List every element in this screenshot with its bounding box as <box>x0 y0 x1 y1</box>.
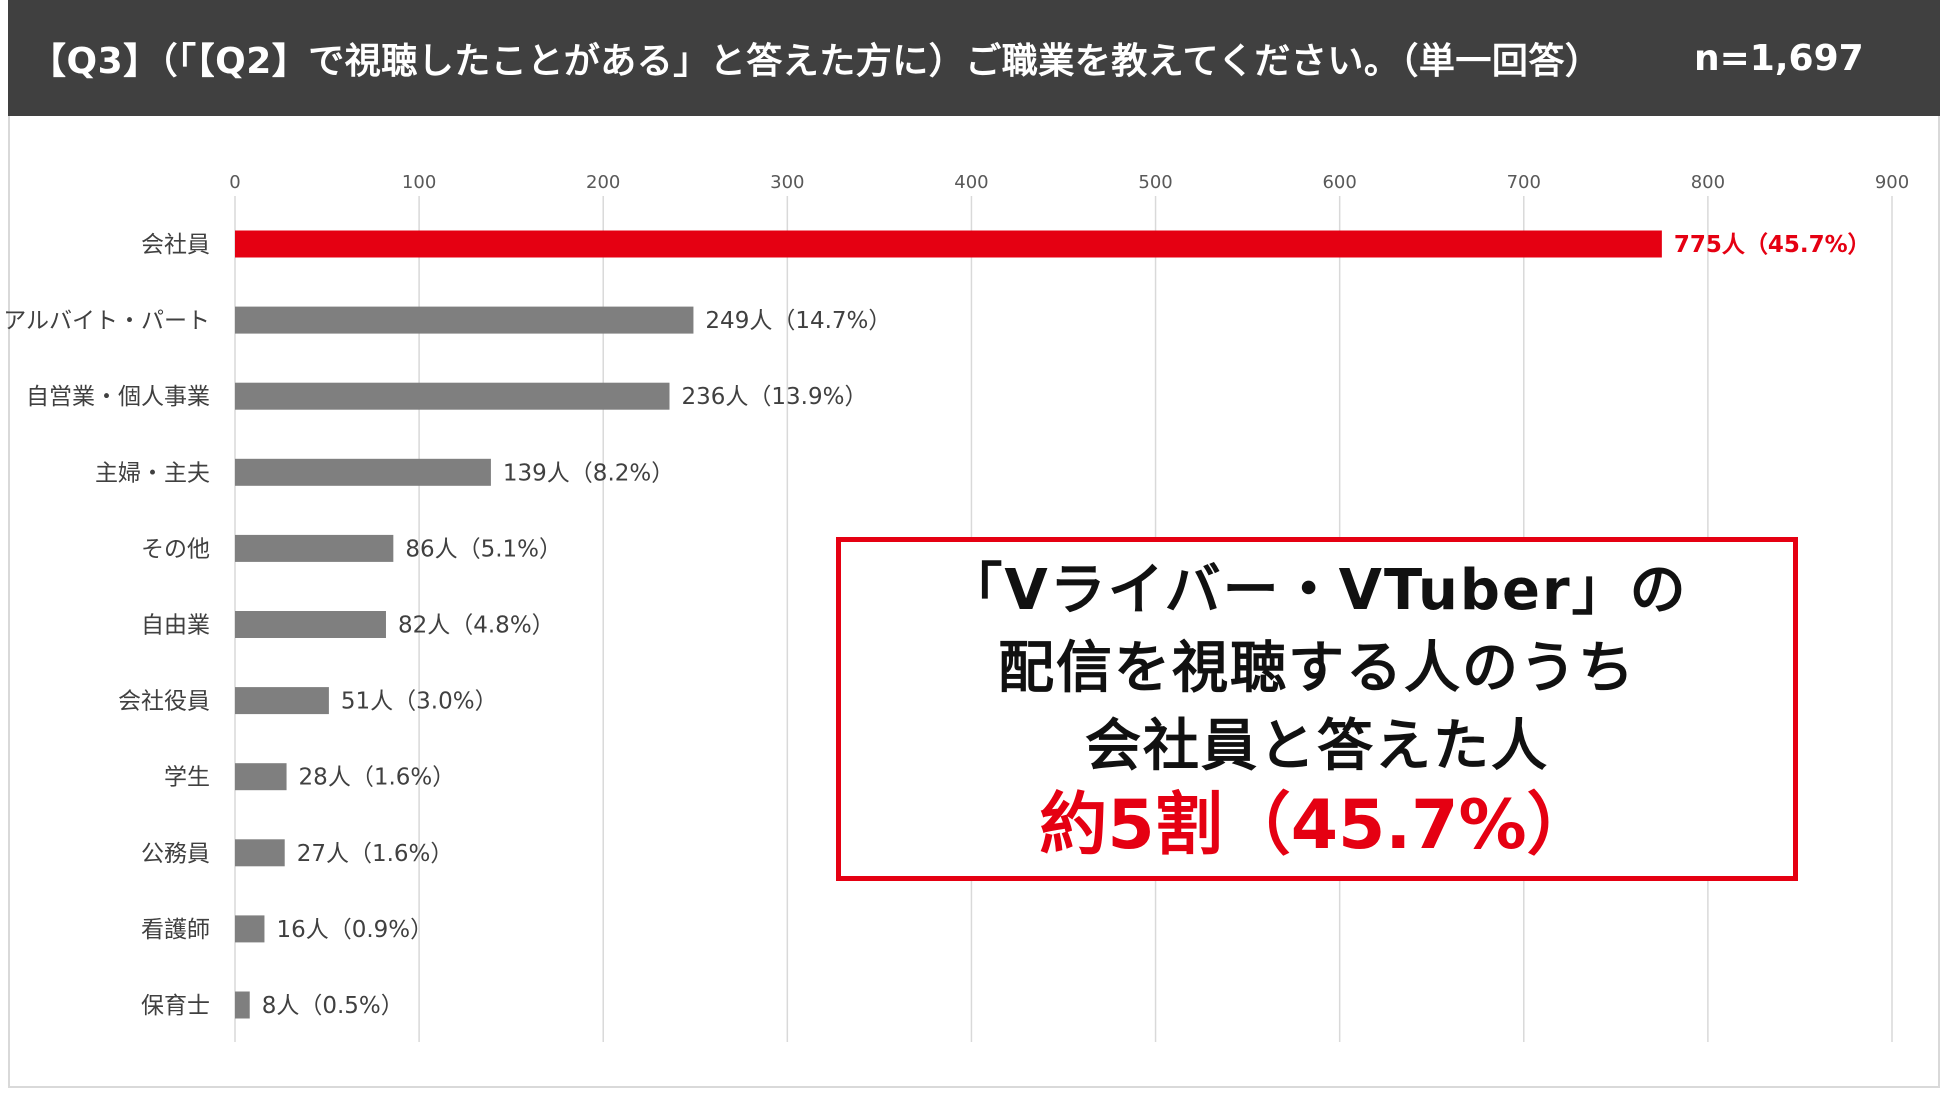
bar <box>235 230 1662 258</box>
data-label: 51人（3.0%） <box>341 689 498 715</box>
data-label: 8人（0.5%） <box>262 993 404 1019</box>
x-tick-label: 500 <box>1138 172 1172 193</box>
callout-highlight: 約5割（45.7%） <box>1039 786 1595 865</box>
data-label: 139人（8.2%） <box>503 460 674 486</box>
bar <box>235 306 694 334</box>
category-label: 会社役員 <box>118 689 210 715</box>
chart-header: 【Q3】（「【Q2】で視聴したことがある」と答えた方に）ご職業を教えてください。… <box>8 0 1940 116</box>
callout-line-3: 会社員と答えた人 <box>1085 714 1549 779</box>
sample-size: n=1,697 <box>1694 37 1864 79</box>
bar <box>235 839 285 867</box>
bar <box>235 458 491 486</box>
bar <box>235 382 670 410</box>
x-tick-label: 300 <box>770 172 804 193</box>
category-label: その他 <box>141 536 210 562</box>
category-label: 自由業 <box>141 613 210 639</box>
x-tick-label: 900 <box>1875 172 1909 193</box>
bar <box>235 915 265 943</box>
data-label: 27人（1.6%） <box>297 841 454 867</box>
callout-line-1: 「Vライバー・VTuber」の <box>946 558 1688 623</box>
x-tick-label: 800 <box>1691 172 1725 193</box>
bar <box>235 687 329 715</box>
question-title: 【Q3】（「【Q2】で視聴したことがある」と答えた方に）ご職業を教えてください。… <box>30 41 1602 82</box>
category-label: 看護師 <box>141 917 210 943</box>
bar <box>235 763 287 791</box>
data-label: 775人（45.7%） <box>1674 231 1871 258</box>
category-label: 保育士 <box>141 993 210 1019</box>
bar <box>235 991 250 1019</box>
x-tick-label: 0 <box>229 172 240 193</box>
category-label: アルバイト・パート <box>3 308 210 334</box>
category-label: 主婦・主夫 <box>95 460 210 486</box>
category-label: 自営業・個人事業 <box>26 384 210 410</box>
x-tick-label: 700 <box>1507 172 1541 193</box>
data-label: 16人（0.9%） <box>276 917 433 943</box>
data-label: 249人（14.7%） <box>705 308 891 334</box>
data-label: 86人（5.1%） <box>405 536 562 562</box>
callout-line-2: 配信を視聴する人のうち <box>998 636 1636 701</box>
data-label: 82人（4.8%） <box>398 613 555 639</box>
x-tick-label: 100 <box>402 172 436 193</box>
data-label: 28人（1.6%） <box>299 765 456 791</box>
category-label: 公務員 <box>141 841 210 867</box>
bar <box>235 611 386 638</box>
x-tick-label: 400 <box>954 172 988 193</box>
callout-box: 「Vライバー・VTuber」の 配信を視聴する人のうち 会社員と答えた人 約5割… <box>836 537 1798 881</box>
data-label: 236人（13.9%） <box>682 384 868 410</box>
bar <box>235 534 394 562</box>
category-label: 学生 <box>164 765 210 791</box>
x-tick-label: 200 <box>586 172 620 193</box>
category-label: 会社員 <box>141 232 210 258</box>
x-tick-label: 600 <box>1322 172 1356 193</box>
